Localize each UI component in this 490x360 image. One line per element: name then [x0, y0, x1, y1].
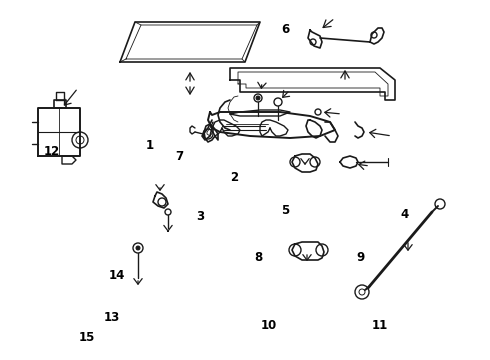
Text: 8: 8: [255, 251, 263, 264]
Circle shape: [136, 246, 140, 250]
Text: 4: 4: [400, 208, 408, 221]
Text: 13: 13: [103, 311, 120, 324]
Text: 2: 2: [230, 171, 238, 184]
Circle shape: [256, 96, 260, 100]
Text: 9: 9: [356, 251, 364, 264]
Text: 6: 6: [281, 23, 289, 36]
Text: 5: 5: [281, 204, 289, 217]
Text: 10: 10: [260, 319, 277, 332]
Text: 11: 11: [371, 319, 388, 332]
Text: 7: 7: [175, 150, 183, 163]
Text: 1: 1: [146, 139, 153, 152]
Text: 15: 15: [79, 331, 96, 344]
Text: 14: 14: [108, 269, 125, 282]
Text: 3: 3: [196, 210, 204, 223]
Text: 12: 12: [43, 145, 60, 158]
